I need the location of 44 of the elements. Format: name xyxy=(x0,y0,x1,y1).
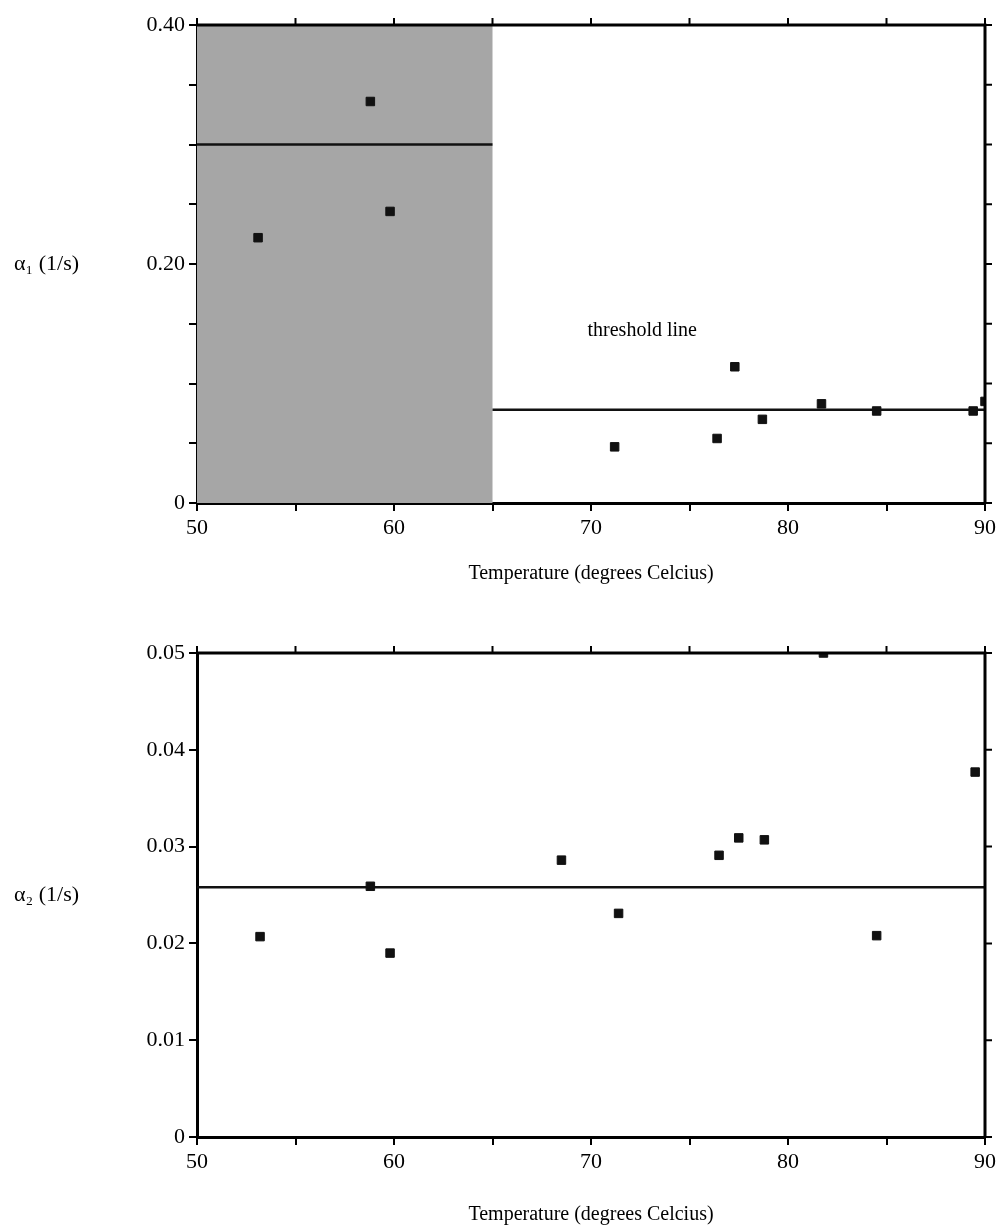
point xyxy=(757,414,768,425)
point xyxy=(253,232,263,243)
point xyxy=(734,833,744,843)
x-tick-label: 60 xyxy=(383,1147,405,1173)
x-tick-label: 90 xyxy=(974,1147,996,1173)
point xyxy=(385,206,395,217)
y-tick-label: 0.03 xyxy=(146,832,185,858)
point xyxy=(365,881,376,892)
x-tick-label: 80 xyxy=(777,513,799,539)
x-tick-label: 90 xyxy=(974,513,996,539)
point xyxy=(365,96,376,107)
y-tick-label: 0.02 xyxy=(146,929,185,955)
point xyxy=(970,767,980,777)
point xyxy=(556,855,567,865)
point xyxy=(730,362,740,372)
point xyxy=(613,908,624,919)
point xyxy=(816,399,827,409)
y-tick-label: 0.05 xyxy=(146,638,185,664)
x-axis-title: Temperature (degrees Celcius) xyxy=(468,1202,714,1226)
y-tick-label: 0.40 xyxy=(146,10,185,36)
x-tick-label: 60 xyxy=(383,513,405,539)
point xyxy=(968,406,978,416)
point xyxy=(255,931,265,942)
y-tick-label: 0.01 xyxy=(146,1025,185,1051)
point xyxy=(609,442,620,452)
y-tick-label: 0.20 xyxy=(146,249,185,275)
x-tick-label: 50 xyxy=(186,1147,208,1173)
y-axis-title: α₁ (1/s) xyxy=(14,249,80,275)
y-tick-label: 0 xyxy=(174,1122,185,1148)
x-tick-label: 70 xyxy=(580,513,602,539)
y-tick-label: 0.04 xyxy=(146,735,185,761)
y-axis-title: α₂ (1/s) xyxy=(14,880,80,906)
point xyxy=(714,850,724,861)
point xyxy=(871,406,882,416)
x-axis-title: Temperature (degrees Celcius) xyxy=(468,561,714,585)
x-tick-label: 70 xyxy=(580,1147,602,1173)
point xyxy=(871,930,882,941)
annotation: threshold line xyxy=(587,318,698,341)
x-tick-label: 50 xyxy=(186,513,208,539)
point xyxy=(385,948,395,958)
point xyxy=(712,433,722,444)
y-tick-label: 0 xyxy=(174,488,185,514)
point xyxy=(759,835,770,845)
x-tick-label: 80 xyxy=(777,1147,799,1173)
